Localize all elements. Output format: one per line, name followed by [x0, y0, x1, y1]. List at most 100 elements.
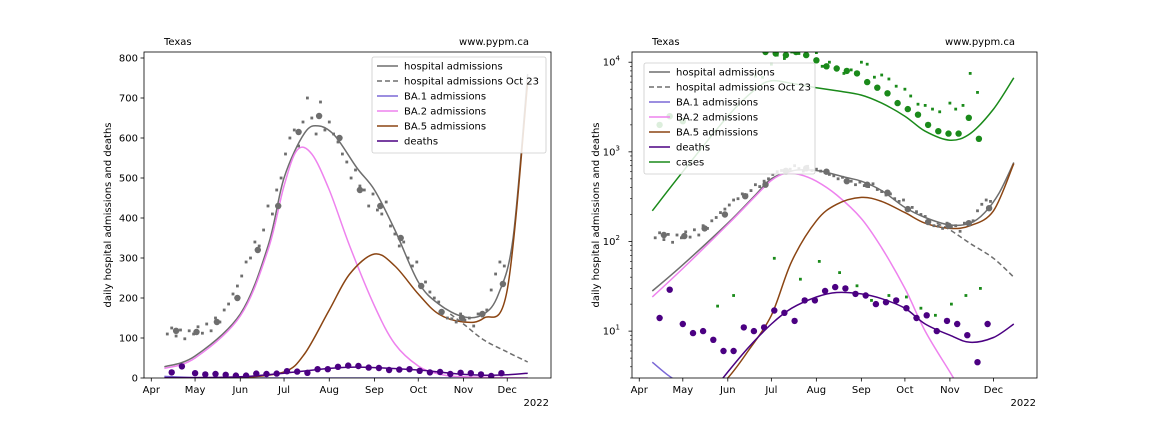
x-tick-label: Aug	[807, 385, 827, 396]
deaths-weekly-point	[923, 312, 930, 319]
deaths-weekly-point	[467, 370, 474, 377]
hospital-daily-point	[292, 128, 296, 132]
hospital-daily-point	[498, 260, 502, 264]
x-tick-label: May	[185, 385, 206, 396]
hospital-daily-point	[209, 329, 213, 333]
cases-daily-point	[842, 72, 846, 75]
hospital-daily-point	[463, 318, 467, 322]
deaths-weekly-point	[168, 369, 175, 376]
hospital-daily-point	[936, 224, 940, 228]
hospital-daily-point	[984, 198, 988, 202]
hospital-daily-point	[275, 188, 279, 192]
deaths-weekly-point	[964, 332, 971, 339]
cases-weekly-point	[833, 65, 840, 72]
plot-area	[651, 52, 1015, 378]
hospital-weekly-point	[884, 189, 891, 196]
legend-label-hospital-admissions-oct-23: hospital admissions Oct 23	[404, 77, 539, 88]
hospital-daily-point	[754, 183, 757, 187]
deaths-weekly-point	[842, 285, 849, 292]
hospital-weekly-point	[234, 294, 241, 302]
hospital-weekly-point	[356, 186, 364, 194]
cases-daily-point	[903, 87, 907, 91]
deaths-weekly-point	[801, 297, 808, 304]
cases-weekly-point	[955, 130, 962, 137]
cases-weekly-point	[792, 52, 800, 56]
deaths-weekly-point	[324, 366, 331, 373]
cases-daily-point	[828, 60, 831, 64]
hospital-daily-point	[971, 219, 975, 223]
hospital-daily-point	[836, 177, 840, 181]
deaths-weekly-point	[477, 371, 485, 378]
deaths-weekly-point	[283, 368, 291, 375]
hospital-weekly-point	[904, 205, 911, 213]
hospital-daily-point	[963, 221, 966, 225]
hospital-daily-point	[467, 316, 471, 320]
hospital-daily-point	[201, 331, 204, 335]
hospital-daily-point	[306, 96, 309, 100]
deaths-weekly-point	[202, 371, 209, 378]
hospital-daily-point	[437, 300, 441, 304]
deaths-weekly-point	[304, 369, 311, 376]
hospital-weekly-point	[336, 134, 343, 142]
hospital-weekly-point	[458, 314, 466, 322]
legend-label-ba-5-admissions: BA.5 admissions	[404, 122, 486, 133]
hospital-daily-point	[684, 230, 688, 234]
hospital-daily-point	[693, 228, 696, 232]
hospital-weekly-point	[864, 181, 871, 188]
hospital-weekly-point	[499, 280, 507, 288]
cases-daily-point	[860, 60, 863, 64]
deaths-weekly-point	[334, 363, 342, 370]
hospital-daily-point	[671, 240, 674, 244]
legend-label-hospital-admissions: hospital admissions	[404, 62, 503, 73]
y-axis: 101 102 103 104	[603, 55, 632, 379]
legend-label-deaths: deaths	[404, 137, 438, 148]
deaths-weekly-point	[954, 320, 961, 328]
hospital-daily-point	[680, 236, 683, 240]
deaths-weekly-point	[984, 320, 991, 328]
hospital-weekly-point	[377, 202, 384, 210]
legend-label-ba-2-admissions: BA.2 admissions	[676, 113, 758, 124]
legend-label-hospital-admissions-oct-23: hospital admissions Oct 23	[676, 83, 811, 94]
hospital-daily-point	[236, 284, 239, 288]
hospital-daily-point	[424, 280, 427, 284]
hospital-daily-point	[397, 244, 401, 248]
hospital-weekly-point	[315, 112, 323, 120]
deaths-weekly-point	[893, 297, 900, 304]
y-axis-label: daily hospital admissions and deaths	[591, 122, 602, 307]
series-line-ba-5-admissions	[240, 81, 529, 378]
cases-weekly-point	[843, 67, 850, 75]
deaths-weekly-point	[365, 364, 372, 371]
hospital-daily-point	[723, 207, 727, 211]
y-tick-label: 200	[119, 294, 138, 305]
hospital-daily-point	[406, 256, 410, 260]
cases-daily-point	[950, 302, 953, 306]
y-tick-label: 104	[603, 55, 621, 69]
hospital-daily-point	[767, 177, 770, 181]
hospital-daily-point	[758, 185, 762, 188]
hospital-daily-point	[502, 264, 506, 268]
hospital-daily-point	[310, 116, 314, 120]
hospital-weekly-point	[823, 168, 830, 175]
hospital-daily-point	[187, 329, 191, 333]
y-tick-label: 800	[119, 54, 138, 65]
x-tick-label: Aug	[319, 385, 339, 396]
hospital-daily-point	[271, 212, 274, 216]
cases-weekly-point	[772, 52, 779, 57]
legend: hospital admissions hospital admissions O…	[371, 56, 547, 154]
hospital-daily-point	[989, 200, 992, 203]
x-tick-label: Jul	[277, 385, 290, 396]
deaths-weekly-point	[974, 359, 981, 366]
hospital-weekly-point	[254, 246, 261, 254]
corner-label-right: www.pypm.ca	[945, 37, 1015, 48]
hospital-daily-point	[384, 200, 388, 204]
cases-weekly-point	[935, 128, 942, 135]
hospital-daily-point	[958, 229, 962, 233]
y-tick-label: 300	[119, 254, 138, 265]
cases-daily-point	[870, 299, 873, 302]
hospital-daily-point	[954, 224, 958, 228]
hospital-daily-point	[910, 206, 914, 209]
hospital-daily-point	[367, 204, 371, 208]
hospital-daily-point	[932, 224, 936, 228]
cases-weekly-point	[762, 52, 769, 56]
deaths-weekly-point	[253, 370, 260, 377]
